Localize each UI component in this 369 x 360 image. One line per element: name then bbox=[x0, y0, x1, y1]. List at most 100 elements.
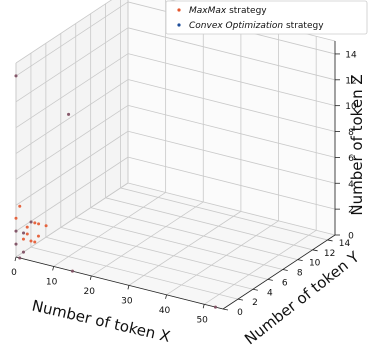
data-point-maxmax bbox=[44, 224, 48, 228]
legend-marker-convex bbox=[177, 23, 181, 27]
x-tick-mark bbox=[14, 256, 17, 262]
y-tick-label: 6 bbox=[282, 278, 288, 288]
grid-line-y-floor bbox=[105, 197, 313, 251]
grid-line-y-floor bbox=[90, 207, 298, 261]
y-tick-mark bbox=[267, 279, 273, 281]
z-tick-label: 6 bbox=[348, 154, 354, 164]
z-tick-label: 0 bbox=[348, 232, 354, 242]
axis-panes bbox=[16, 0, 335, 309]
grid-line-z-side bbox=[15, 53, 129, 129]
y-tick-mark bbox=[327, 239, 333, 242]
floor-pane bbox=[16, 183, 335, 309]
x-tick-label: 40 bbox=[159, 306, 171, 316]
grid-line-x-floor bbox=[166, 220, 279, 296]
data-point-maxmax bbox=[18, 204, 22, 208]
grid-line-z-back bbox=[127, 105, 336, 158]
data-point-maxmax bbox=[33, 221, 37, 225]
z-tick-label: 10 bbox=[345, 102, 357, 112]
y-tick-label: 8 bbox=[297, 269, 303, 279]
legend-label-maxmax-rest: strategy bbox=[226, 6, 267, 16]
x-tick-mark bbox=[52, 266, 55, 271]
grid-line-z-back bbox=[127, 53, 336, 107]
x-tick-label: 10 bbox=[46, 277, 58, 287]
x-axis-line bbox=[15, 256, 224, 310]
data-point-convex bbox=[70, 269, 74, 273]
legend-frame bbox=[165, 0, 368, 35]
grid-line-z-side bbox=[15, 79, 129, 154]
data-point-maxmax bbox=[25, 225, 29, 229]
y-axis-line bbox=[222, 234, 336, 310]
y-tick-mark bbox=[252, 288, 258, 291]
grid-line-z-side bbox=[15, 182, 129, 258]
data-point-maxmax bbox=[37, 222, 41, 226]
x-axis-label: Number of token X bbox=[30, 296, 172, 345]
legend-label-convex-italic: Convex Optimization bbox=[189, 21, 283, 31]
y-tick-mark bbox=[282, 269, 288, 271]
data-point-convex bbox=[14, 74, 18, 78]
grid-line-z-side bbox=[15, 105, 129, 180]
legend-marker-maxmax bbox=[177, 8, 181, 12]
z-tick-label: 2 bbox=[348, 206, 354, 216]
data-point-convex bbox=[67, 112, 71, 116]
x-tick-label: 20 bbox=[84, 287, 96, 297]
grid-line-y-floor bbox=[120, 187, 328, 241]
legend: MaxMax strategy Convex Optimization stra… bbox=[165, 0, 368, 35]
grid-line-x-floor bbox=[53, 192, 166, 267]
grid-line-z-side bbox=[15, 1, 129, 77]
grid-line-y-floor bbox=[45, 236, 253, 290]
y-tick-mark bbox=[297, 259, 303, 262]
pane-edge bbox=[15, 0, 113, 64]
legend-label-maxmax: MaxMax strategy bbox=[189, 6, 267, 16]
data-points bbox=[14, 74, 217, 309]
grid-line-z-back bbox=[127, 182, 336, 236]
data-point-convex bbox=[22, 231, 26, 235]
y-tick-label: 10 bbox=[309, 259, 321, 269]
grid-line-y-floor bbox=[30, 246, 239, 300]
data-point-convex bbox=[14, 242, 18, 246]
x-tick-mark bbox=[202, 304, 205, 309]
back-pane bbox=[128, 0, 335, 235]
grid-line-x-floor bbox=[91, 201, 204, 277]
grid-line-x-floor bbox=[128, 211, 242, 286]
y-tick-mark bbox=[222, 308, 229, 311]
z-axis-label: Number of token Z bbox=[348, 74, 366, 215]
data-point-maxmax bbox=[14, 216, 18, 220]
data-point-maxmax bbox=[25, 232, 29, 236]
grid-line-z-back bbox=[127, 156, 336, 210]
grid-line-x-floor bbox=[203, 229, 317, 305]
y-tick-label: 2 bbox=[252, 298, 258, 308]
grid-line-z-back bbox=[127, 79, 336, 132]
y-tick-mark bbox=[312, 249, 318, 252]
z-tick-label: 4 bbox=[348, 180, 354, 190]
z-tick-label: 14 bbox=[345, 50, 357, 60]
y-tick-label: 4 bbox=[267, 288, 273, 298]
grid-line-y-floor bbox=[60, 227, 268, 280]
y-tick-mark bbox=[237, 298, 244, 301]
legend-label-maxmax-italic: MaxMax bbox=[189, 6, 227, 16]
grid-line-y-floor bbox=[75, 217, 283, 270]
x-tick-mark bbox=[89, 275, 92, 281]
data-point-maxmax bbox=[29, 239, 33, 243]
data-point-maxmax bbox=[33, 240, 37, 244]
data-point-convex bbox=[21, 250, 25, 254]
grid-line-z-side bbox=[15, 130, 129, 206]
data-point-maxmax bbox=[21, 237, 25, 241]
grid-line-z-back bbox=[127, 130, 336, 184]
grid-line-z-side bbox=[15, 156, 129, 232]
y-tick-label: 12 bbox=[324, 249, 335, 259]
x-tick-label: 0 bbox=[11, 268, 17, 278]
legend-label-convex-rest: strategy bbox=[283, 21, 324, 31]
x-tick-mark bbox=[165, 294, 167, 299]
data-point-maxmax bbox=[36, 234, 40, 238]
x-tick-mark bbox=[127, 285, 130, 290]
grid-line-z-side bbox=[15, 27, 129, 103]
y-tick-label: 0 bbox=[237, 308, 243, 318]
side-pane bbox=[16, 0, 128, 257]
x-tick-label: 50 bbox=[196, 315, 208, 325]
x-tick-label: 30 bbox=[121, 296, 133, 306]
y-tick-label: 14 bbox=[339, 239, 351, 249]
data-point-convex bbox=[18, 256, 22, 260]
z-tick-label: 12 bbox=[345, 76, 356, 86]
data-point-convex bbox=[14, 229, 18, 233]
